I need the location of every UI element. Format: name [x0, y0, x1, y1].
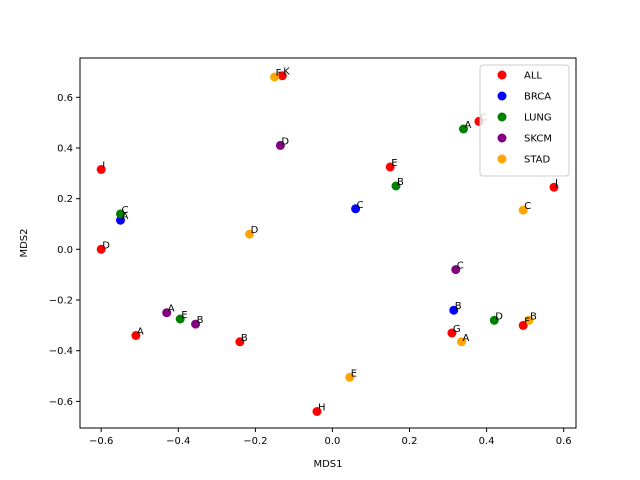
- point-stad-d: [245, 229, 255, 239]
- point-brca-b: [449, 305, 459, 315]
- x-axis-label: MDS1: [313, 459, 342, 470]
- point-label-brca-b: B: [455, 301, 462, 312]
- point-label-lung-a: A: [465, 120, 472, 131]
- point-label-stad-c: C: [524, 201, 531, 212]
- legend-label-all: ALL: [524, 71, 542, 82]
- y-tick-label: −0.6: [49, 397, 73, 408]
- point-brca-c: [351, 204, 361, 214]
- point-label-all-h: H: [318, 403, 326, 414]
- point-label-all-i: I: [102, 161, 105, 172]
- point-stad-c: [518, 205, 528, 215]
- point-label-skcm-b: B: [197, 315, 204, 326]
- point-all-i: [96, 165, 106, 174]
- point-brca-a: [116, 215, 125, 225]
- y-tick-label: −0.2: [49, 296, 73, 307]
- point-lung-a: [459, 124, 468, 134]
- point-label-lung-d: D: [495, 311, 503, 322]
- point-label-all-b: B: [241, 333, 248, 344]
- y-tick-label: 0.4: [57, 144, 73, 155]
- x-tick-label: 0.0: [324, 436, 340, 447]
- x-tick-label: 0.2: [402, 436, 418, 447]
- legend-label-stad: STAD: [524, 155, 551, 166]
- point-label-brca-c: C: [357, 200, 364, 211]
- point-all-b: [235, 337, 245, 347]
- legend: ALL BRCA LUNG SKCM STAD: [479, 64, 570, 177]
- point-all-d: [96, 244, 106, 254]
- point-lung-d: [489, 315, 499, 325]
- point-label-all-d: D: [102, 240, 110, 251]
- point-label-skcm-c: C: [457, 261, 464, 272]
- point-labels-layer: IDABKHEGCFJACBCEBADABDCFDEABC: [102, 67, 558, 414]
- point-all-h: [312, 407, 322, 416]
- point-lung-b: [391, 181, 401, 191]
- point-label-all-a: A: [137, 327, 144, 338]
- point-all-j: [549, 182, 559, 192]
- point-label-all-e: E: [391, 158, 397, 169]
- point-all-e: [385, 162, 395, 172]
- legend-marker-lung: [497, 112, 507, 122]
- point-label-stad-e: E: [351, 368, 357, 379]
- point-skcm-b: [191, 319, 201, 329]
- point-skcm-c: [451, 265, 461, 275]
- y-tick-label: 0.0: [57, 245, 73, 256]
- y-tick-label: −0.4: [49, 346, 73, 357]
- point-label-stad-b: B: [530, 311, 537, 322]
- point-all-f: [518, 320, 528, 330]
- point-label-stad-a: A: [463, 333, 470, 344]
- y-axis: −0.6 −0.4 −0.2 0.0 0.2 0.4 0.6: [49, 93, 80, 408]
- point-label-skcm-d: D: [281, 136, 289, 147]
- point-label-all-f: F: [524, 316, 530, 327]
- point-label-all-g: G: [453, 324, 461, 335]
- plot-frame: [79, 57, 577, 429]
- point-stad-e: [345, 372, 355, 382]
- legend-label-skcm: SKCM: [524, 134, 552, 145]
- point-label-stad-d: D: [251, 225, 259, 236]
- point-lung-c: [116, 209, 125, 219]
- point-skcm-d: [275, 140, 285, 150]
- y-tick-label: 0.6: [57, 93, 73, 104]
- point-all-a: [131, 331, 141, 340]
- point-all-k: [277, 71, 287, 81]
- point-label-all-j: J: [554, 178, 558, 189]
- x-axis: −0.6 −0.4 −0.2 0.0 0.2 0.4 0.6: [89, 428, 572, 447]
- point-skcm-a: [162, 308, 172, 318]
- point-label-stad-f: F: [276, 68, 282, 79]
- point-stad-a: [457, 337, 466, 347]
- x-tick-label: −0.4: [166, 436, 190, 447]
- point-stad-b: [524, 315, 534, 325]
- point-label-brca-a: A: [122, 211, 129, 222]
- legend-label-brca: BRCA: [524, 92, 551, 103]
- point-label-lung-e: E: [181, 310, 187, 321]
- point-label-lung-c: C: [122, 205, 129, 216]
- y-axis-label: MDS2: [19, 228, 30, 257]
- x-tick-label: 0.6: [556, 436, 572, 447]
- x-tick-label: −0.6: [89, 436, 113, 447]
- legend-marker-skcm: [497, 133, 507, 143]
- x-tick-label: 0.4: [479, 436, 495, 447]
- legend-marker-brca: [497, 91, 507, 101]
- legend-label-lung: LUNG: [524, 113, 552, 124]
- points-layer: [96, 71, 559, 416]
- point-label-skcm-a: A: [168, 304, 175, 315]
- legend-marker-all: [497, 70, 507, 80]
- point-label-lung-b: B: [397, 177, 404, 188]
- point-lung-e: [175, 314, 185, 324]
- x-tick-label: −0.2: [243, 436, 267, 447]
- point-label-all-k: K: [283, 67, 290, 78]
- point-stad-f: [270, 72, 280, 82]
- legend-marker-stad: [497, 154, 507, 164]
- y-tick-label: 0.2: [57, 194, 73, 205]
- point-all-g: [447, 328, 457, 338]
